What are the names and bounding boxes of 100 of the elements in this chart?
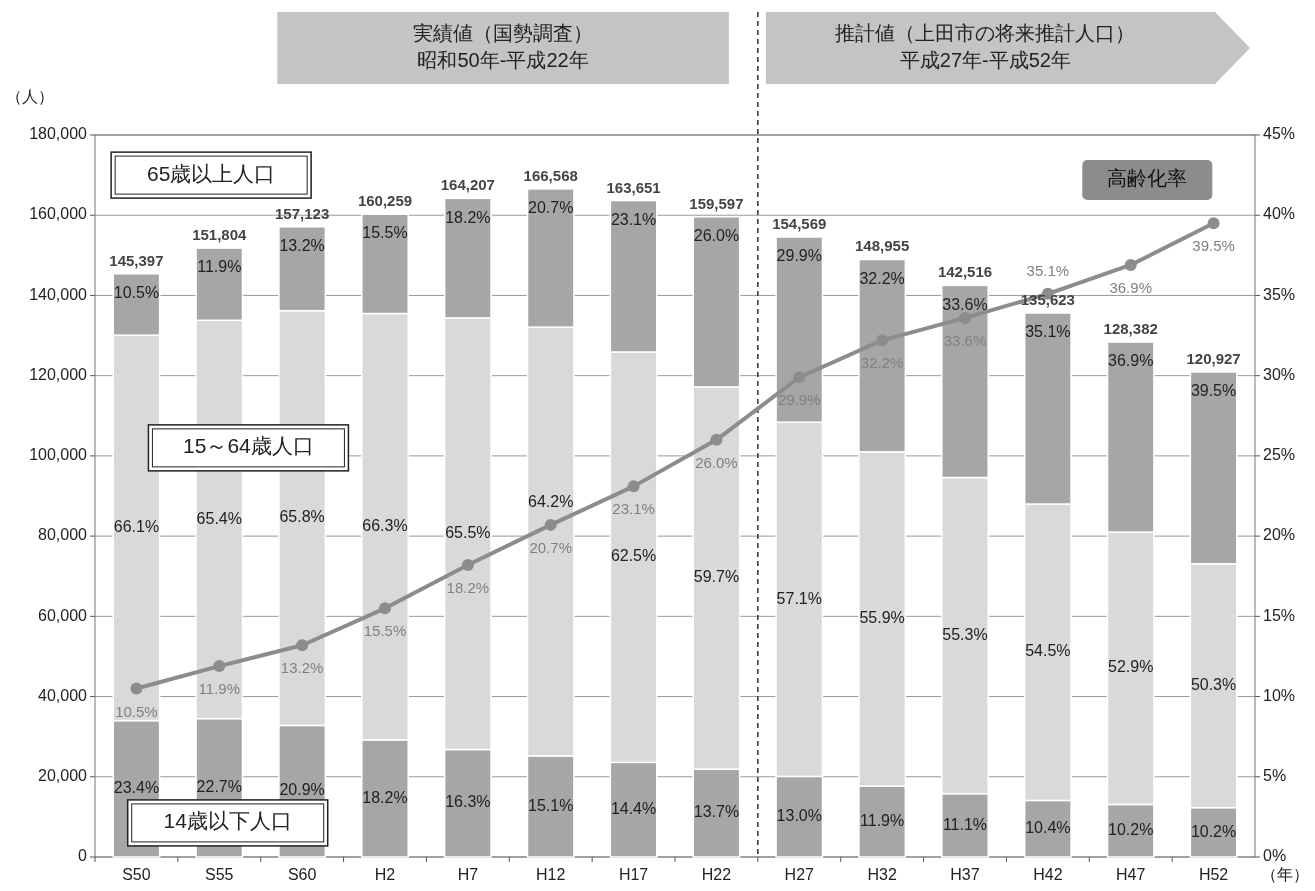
total-label: 154,569 — [772, 214, 827, 232]
total-label: 164,207 — [440, 176, 495, 194]
annotation: 18.2% — [445, 208, 491, 226]
annotation: 20.9% — [279, 781, 325, 799]
series-label: 高齢化率 — [1107, 167, 1188, 190]
point — [710, 433, 723, 446]
y-tick-label: 40,000 — [38, 686, 88, 704]
point — [461, 558, 474, 571]
annotation: 23.4% — [113, 779, 160, 797]
annotation: 11.9% — [860, 811, 905, 829]
annotation: 11.9% — [197, 258, 242, 276]
x-tick-label: H47 — [1116, 866, 1146, 884]
y2-tick-label: 15% — [1263, 606, 1296, 624]
annotation: 10.5% — [113, 284, 160, 302]
total-label: 120,927 — [1186, 349, 1241, 367]
point — [296, 639, 309, 652]
data-label: 18.2% — [446, 578, 490, 596]
annotation: 14.4% — [610, 799, 657, 817]
data-label: 10.5% — [115, 702, 158, 720]
total-label: 145,397 — [109, 251, 164, 269]
annotation: 15.1% — [528, 796, 574, 814]
annotation: 65.8% — [279, 508, 325, 526]
y2-tick-label: 45% — [1263, 125, 1296, 143]
data-label: 39.5% — [1192, 237, 1235, 255]
x-tick-label: H22 — [701, 866, 732, 884]
x-tick-label: S55 — [205, 866, 234, 884]
point — [793, 371, 806, 384]
point — [1207, 217, 1220, 230]
annotation: 66.1% — [113, 518, 160, 536]
data-label: 36.9% — [1109, 278, 1152, 296]
total-label: 148,955 — [855, 237, 910, 255]
annotation: 50.3% — [1190, 675, 1237, 693]
point — [876, 334, 889, 347]
point — [213, 660, 226, 673]
point — [379, 602, 391, 615]
annotation: 22.7% — [196, 778, 242, 796]
total-label: 135,623 — [1020, 290, 1075, 308]
y2-tick-label: 5% — [1263, 767, 1287, 785]
y2-tick-label: 20% — [1263, 526, 1296, 544]
annotation: 33.6% — [942, 295, 988, 313]
data-label: 35.1% — [1026, 261, 1070, 279]
point — [959, 311, 971, 324]
data-label: 26.0% — [695, 453, 738, 471]
annotation: 55.9% — [859, 609, 905, 627]
annotation: 20.7% — [528, 199, 574, 217]
annotation: 18.2% — [362, 788, 408, 806]
annotation: 62.5% — [610, 547, 657, 565]
annotation: 59.7% — [693, 568, 740, 586]
y-tick-label: 0 — [78, 847, 88, 865]
x-tick-label: H52 — [1198, 866, 1229, 884]
total-label: 163,651 — [606, 178, 661, 196]
total-label: 159,597 — [689, 194, 744, 212]
text: 推計値（上田市の将来推計人口） — [835, 22, 1136, 45]
text: 平成27年-平成52年 — [899, 49, 1072, 72]
annotation: 66.3% — [362, 516, 408, 534]
series-label: 14歳以下人口 — [163, 809, 292, 833]
annotation: 11.1% — [942, 815, 988, 833]
annotation: 15.5% — [362, 224, 408, 242]
data-label: 23.1% — [612, 500, 655, 518]
point — [130, 682, 143, 695]
annotation: 35.1% — [1025, 323, 1071, 341]
point — [544, 518, 557, 531]
text: 昭和50年-平成22年 — [417, 49, 589, 72]
annotation: 65.5% — [445, 523, 491, 541]
data-label: 20.7% — [529, 538, 572, 556]
y-tick-label: 160,000 — [29, 205, 88, 223]
x-tick-label: H12 — [536, 866, 566, 884]
annotation: 10.4% — [1025, 818, 1071, 836]
point — [627, 480, 640, 493]
data-label: 15.5% — [363, 622, 407, 640]
annotation: 29.9% — [776, 247, 822, 265]
annotation: 57.1% — [776, 589, 822, 607]
annotation: 13.7% — [693, 803, 740, 821]
y2-tick-label: 40% — [1263, 205, 1296, 223]
y-axis-title: （人） — [6, 88, 54, 106]
annotation: 65.4% — [196, 509, 242, 527]
y2-tick-label: 35% — [1263, 285, 1296, 303]
y2-tick-label: 25% — [1263, 446, 1296, 464]
x-tick-label: H32 — [867, 866, 897, 884]
annotation: 36.9% — [1108, 352, 1154, 370]
x-tick-label: S60 — [287, 866, 317, 884]
text: 実績値（国勢調査） — [413, 22, 594, 45]
x-tick-label: H7 — [457, 866, 479, 884]
x-tick-label: S50 — [122, 866, 151, 884]
annotation: 13.2% — [279, 236, 325, 254]
x-tick-label: H42 — [1033, 866, 1063, 884]
data-label: 13.2% — [280, 659, 324, 677]
total-label: 157,123 — [275, 204, 330, 222]
annotation: 39.5% — [1190, 382, 1237, 400]
annotation: 55.3% — [942, 625, 988, 643]
x-tick-label: H37 — [950, 866, 980, 884]
y-tick-label: 20,000 — [38, 767, 88, 785]
y2-tick-label: 30% — [1263, 365, 1296, 383]
x-axis-title: （年） — [1261, 866, 1309, 884]
annotation: 10.2% — [1190, 822, 1237, 840]
total-label: 151,804 — [192, 226, 248, 244]
total-label: 160,259 — [357, 192, 413, 210]
y-tick-label: 180,000 — [29, 125, 88, 143]
data-label: 11.9% — [198, 680, 240, 698]
x-tick-label: H2 — [374, 866, 396, 884]
